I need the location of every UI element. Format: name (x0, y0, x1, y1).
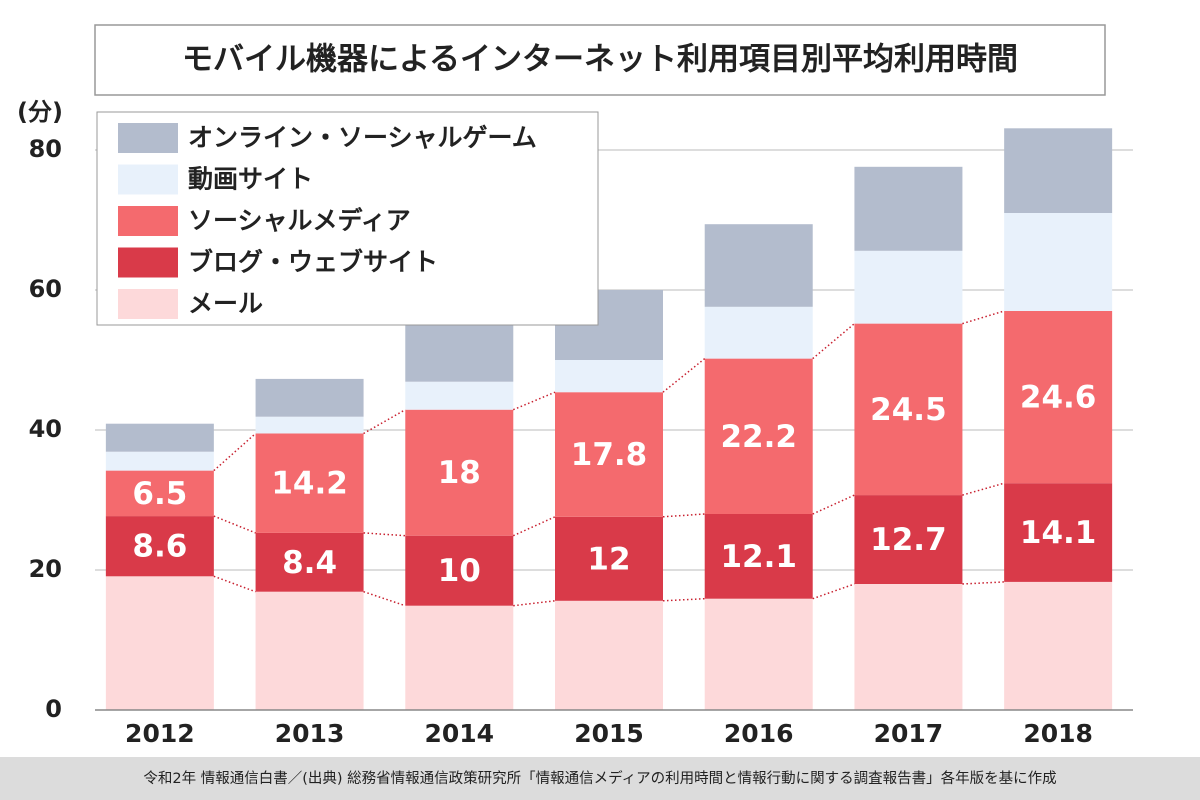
bar-segment (1004, 483, 1113, 582)
connector (812, 323, 855, 360)
connector (962, 482, 1005, 496)
bar-segment (704, 598, 813, 710)
legend-swatch (118, 123, 178, 153)
bar-segment (854, 166, 963, 251)
bar-segment (854, 250, 963, 324)
footer-band (0, 757, 1200, 800)
connector (363, 590, 406, 607)
title-box (94, 24, 1106, 96)
connector (512, 391, 556, 411)
connector (962, 310, 1005, 325)
legend-label: ブログ・ウェブサイト (188, 248, 438, 277)
bar-segment (555, 360, 663, 393)
connector (662, 358, 706, 393)
data-label: 18 (438, 455, 481, 491)
data-label: 14.1 (1020, 515, 1097, 551)
legend-label: オンライン・ソーシャルゲーム (188, 123, 537, 152)
connector (213, 432, 257, 472)
bar-segment (105, 516, 214, 577)
connector (513, 600, 556, 607)
connector (213, 575, 256, 593)
bar-segment (405, 535, 514, 606)
data-label: 12 (587, 541, 630, 577)
bar-segment (255, 532, 364, 592)
data-label: 22.2 (720, 419, 797, 455)
data-label: 12.7 (870, 522, 947, 558)
legend-label: ソーシャルメディア (188, 206, 411, 235)
legend-swatch (118, 206, 178, 236)
bar-segment (405, 409, 514, 536)
y-tick-label: 0 (45, 695, 62, 723)
legend-swatch (118, 164, 178, 195)
y-axis-label: (分) (17, 98, 63, 126)
legend-label: メール (188, 289, 263, 318)
legend-label: 動画サイト (188, 165, 313, 194)
bar-segment (704, 514, 813, 599)
connector (812, 494, 855, 515)
y-tick-label: 40 (29, 415, 62, 443)
y-tick-label: 60 (29, 275, 62, 303)
bar-segment (555, 600, 663, 710)
data-label: 8.4 (282, 545, 337, 581)
bar-segment (105, 423, 214, 452)
bar-segment (854, 323, 963, 496)
bar-segment (1004, 213, 1113, 311)
bar-segment (405, 605, 514, 710)
x-tick-label: 2015 (574, 719, 644, 748)
x-tick-label: 2012 (125, 719, 195, 748)
data-label: 24.6 (1020, 380, 1097, 416)
bar-segment (255, 591, 364, 710)
connector (662, 513, 705, 518)
bar-segment (105, 576, 214, 710)
bar-segment (555, 392, 663, 517)
data-label: 12.1 (720, 539, 797, 575)
bar-segment (1004, 311, 1113, 484)
legend-box (96, 111, 599, 326)
legend-swatch (118, 289, 178, 319)
bar-segment (854, 495, 963, 584)
data-label: 10 (438, 553, 481, 589)
data-label: 6.5 (132, 476, 187, 512)
bar-segment (1004, 128, 1113, 213)
bar-segment (405, 381, 514, 410)
y-tick-label: 80 (29, 135, 62, 163)
x-tick-label: 2016 (724, 719, 794, 748)
connector (363, 532, 406, 537)
bar-segment (105, 451, 214, 471)
connector (962, 581, 1005, 585)
bar-segment (704, 224, 813, 307)
bar-segment (704, 306, 813, 359)
bar-segment (704, 358, 813, 514)
connector (363, 409, 406, 435)
bar-segment (555, 516, 663, 601)
bar-segment (405, 320, 514, 382)
connector (812, 583, 855, 600)
bar-segment (105, 470, 214, 517)
connector (213, 515, 256, 534)
bar-segment (255, 433, 364, 533)
bar-segment (1004, 581, 1113, 710)
data-label: 14.2 (271, 466, 348, 502)
legend-swatch (118, 247, 178, 278)
chart-title: モバイル機器によるインターネット利用項目別平均利用時間 (182, 42, 1018, 78)
footer: 令和2年 情報通信白書／(出典) 総務省情報通信政策研究所「情報通信メディアの利… (143, 769, 1056, 787)
bar-segment (255, 416, 364, 434)
bar-segment (854, 584, 963, 710)
y-tick-label: 20 (29, 555, 62, 583)
data-label: 8.6 (132, 529, 187, 565)
x-tick-label: 2018 (1023, 719, 1093, 748)
data-label: 24.5 (870, 392, 947, 428)
bar-segment (255, 378, 364, 417)
x-tick-label: 2013 (275, 719, 345, 748)
connector (662, 597, 705, 602)
connector (512, 516, 556, 537)
x-tick-label: 2017 (874, 719, 944, 748)
data-label: 17.8 (571, 437, 648, 473)
x-tick-label: 2014 (424, 719, 494, 748)
